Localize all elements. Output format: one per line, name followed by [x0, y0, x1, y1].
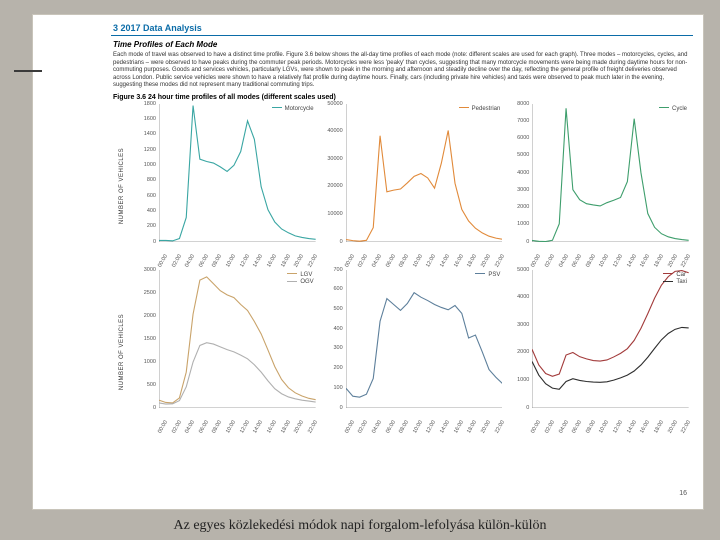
x-ticks: 00:0002:0004:0006:0008:0010:0012:0014:00… [346, 244, 503, 268]
legend: Pedestrian [459, 106, 501, 113]
y-ticks: 01000020000300004000050000 [322, 104, 344, 242]
chart-plot-area [532, 104, 689, 242]
page-number: 16 [679, 490, 687, 497]
chart-panel-psv: 010020030040050060070000:0002:0004:0006:… [322, 270, 505, 434]
slide-caption-hungarian: Az egyes közlekedési módok napi forgalom… [0, 518, 720, 534]
x-ticks: 00:0002:0004:0006:0008:0010:0012:0014:00… [159, 244, 316, 268]
x-ticks: 00:0002:0004:0006:0008:0010:0012:0014:00… [346, 410, 503, 434]
legend: LGVOGV [287, 272, 313, 286]
y-axis-label: NUMBER OF VEHICLES [113, 270, 131, 434]
chart-plot-area [532, 270, 689, 408]
x-ticks: 00:0002:0004:0006:0008:0010:0012:0014:00… [532, 244, 689, 268]
chart-plot-area [346, 270, 503, 408]
x-ticks: 00:0002:0004:0006:0008:0010:0012:0014:00… [159, 410, 316, 434]
chart-grid: NUMBER OF VEHICLES0200400600800100012001… [111, 104, 693, 434]
subsection-title: Time Profiles of Each Mode [111, 38, 693, 51]
slide-frame: 3 2017 Data Analysis Time Profiles of Ea… [32, 14, 704, 510]
chart-panel-motorcycle: 02004006008001000120014001600180000:0002… [135, 104, 318, 268]
chart-plot-area [159, 270, 316, 408]
y-ticks: 0100200300400500600700 [322, 270, 344, 408]
chart-panel-pedestrian: 0100002000030000400005000000:0002:0004:0… [322, 104, 505, 268]
section-title: 3 2017 Data Analysis [111, 19, 693, 36]
y-ticks: 050010001500200025003000 [135, 270, 157, 408]
y-ticks: 010002000300040005000 [508, 270, 530, 408]
chart-panel-cycle: 01000200030004000500060007000800000:0002… [508, 104, 691, 268]
y-axis-label: NUMBER OF VEHICLES [113, 104, 131, 268]
figure-caption: Figure 3.6 24 hour time profiles of all … [111, 93, 693, 104]
body-paragraph: Each mode of travel was observed to have… [111, 51, 693, 93]
report-page: 3 2017 Data Analysis Time Profiles of Ea… [111, 19, 693, 499]
legend: Cycle [659, 106, 687, 113]
y-ticks: 020040060080010001200140016001800 [135, 104, 157, 242]
legend: Motorcycle [272, 106, 314, 113]
decorative-bar [14, 70, 42, 72]
chart-plot-area [159, 104, 316, 242]
chart-panel-car-taxi: 01000200030004000500000:0002:0004:0006:0… [508, 270, 691, 434]
legend: CarTaxi [663, 272, 687, 286]
legend: PSV [475, 272, 500, 279]
chart-panel-lgv-ogv: 05001000150020002500300000:0002:0004:000… [135, 270, 318, 434]
x-ticks: 00:0002:0004:0006:0008:0010:0012:0014:00… [532, 410, 689, 434]
chart-plot-area [346, 104, 503, 242]
y-ticks: 010002000300040005000600070008000 [508, 104, 530, 242]
